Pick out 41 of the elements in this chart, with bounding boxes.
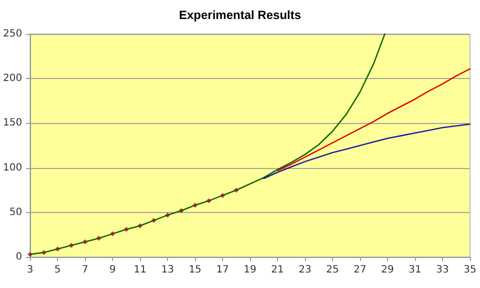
- x-tick-label: 27: [354, 264, 366, 276]
- x-tick-label: 13: [161, 264, 174, 276]
- x-tick-label: 9: [109, 264, 116, 276]
- x-tick-label: 11: [134, 264, 146, 276]
- y-tick-label: 50: [9, 206, 22, 218]
- y-tick-label: 150: [2, 118, 22, 129]
- x-tick-label: 35: [464, 264, 476, 276]
- point: [151, 218, 156, 223]
- point: [96, 236, 102, 241]
- point: [82, 239, 88, 244]
- x-tick-label: 19: [244, 264, 256, 276]
- line-series: [263, 123, 471, 180]
- chart-title: Experimental Results: [178, 8, 302, 22]
- x-tick-label: 33: [436, 264, 449, 276]
- y-tick-label: 0: [16, 252, 22, 262]
- x-tick-label: 25: [326, 264, 339, 276]
- line-series: [276, 68, 471, 172]
- point: [41, 250, 46, 256]
- y-tick-label: 100: [2, 162, 22, 174]
- point: [55, 246, 60, 252]
- point: [178, 208, 184, 214]
- point: [124, 226, 129, 232]
- y-tick-label: 250: [2, 28, 22, 40]
- point: [138, 223, 143, 228]
- point: [110, 231, 116, 236]
- x-tick-label: 7: [82, 264, 88, 276]
- point: [206, 198, 212, 204]
- x-tick-label: 17: [216, 264, 229, 276]
- x-tick-label: 3: [26, 264, 34, 276]
- x-tick-label: 23: [298, 264, 312, 276]
- x-tick-label: 31: [408, 264, 422, 276]
- x-tick-label: 15: [188, 264, 202, 276]
- x-tick-label: 5: [54, 264, 61, 276]
- point: [68, 242, 74, 248]
- point: [165, 212, 170, 218]
- point: [220, 192, 226, 198]
- y-tick-label: 200: [2, 73, 22, 84]
- x-tick-label: 29: [381, 264, 394, 276]
- point: [234, 188, 239, 193]
- point: [192, 202, 198, 208]
- x-tick-label: 21: [271, 264, 284, 276]
